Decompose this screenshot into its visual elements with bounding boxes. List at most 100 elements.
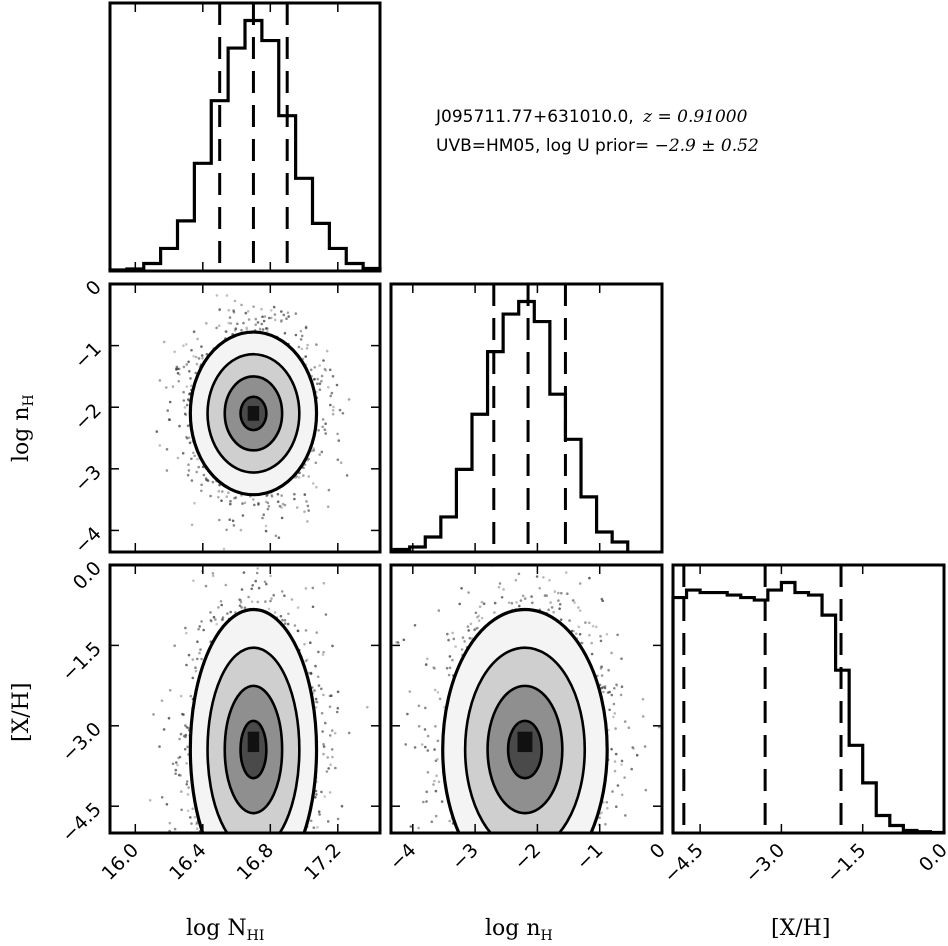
scatter-logNHI-lognH-point (247, 318, 251, 321)
scatter-logNHI-lognH-point (302, 474, 305, 477)
scatter-logNHI-XH-point (186, 745, 189, 749)
scatter-logNHI-XH-point (322, 752, 325, 756)
hist-logNHI-bar (228, 48, 245, 271)
scatter-logNHI-XH-point (239, 598, 242, 602)
scatter-logNHI-lognH-point (234, 327, 238, 331)
scatter-logNHI-lognH-point (225, 294, 229, 297)
scatter-logNHI-lognH-point (187, 469, 191, 472)
scatter-logNHI-lognH-point (234, 496, 238, 499)
scatter-logNHI-lognH-point (279, 320, 283, 323)
scatter-logNHI-XH-point (185, 726, 189, 729)
scatter-logNHI-lognH-point (324, 432, 328, 435)
scatter-logNHI-XH-point (232, 853, 235, 856)
scatter-logNHI-XH-point (237, 545, 240, 548)
scatter-logNHI-XH-point (317, 810, 321, 813)
scatter-logNHI-XH-point (281, 899, 284, 902)
scatter-logNHI-lognH-point (166, 409, 169, 412)
scatter-logNHI-XH-point (322, 743, 325, 746)
scatter-logNHI-XH-point (235, 835, 238, 838)
scatter-logNHI-XH-point (327, 767, 331, 770)
scatter-logNHI-XH-point (256, 600, 260, 604)
scatter-logNHI-XH-point (318, 813, 321, 816)
scatter-logNHI-lognH-point (329, 403, 332, 407)
scatter-logNHI-lognH-point (241, 502, 244, 505)
scatter-logNHI-XH-point (185, 631, 188, 635)
scatter-logNHI-XH-point (192, 579, 195, 582)
scatter-logNHI-lognH-point (253, 503, 256, 507)
scatter-logNHI-lognH-point (270, 309, 273, 312)
scatter-logNHI-XH-point (196, 640, 199, 643)
hist-lognH-bar (425, 537, 441, 552)
scatter-logNHI-lognH-point (341, 412, 345, 415)
hist-lognH-bar (550, 394, 566, 552)
scatter-logNHI-XH-point (331, 644, 334, 648)
scatter-logNHI-XH-point (184, 626, 187, 630)
scatter-logNHI-XH-point (260, 888, 263, 891)
scatter-logNHI-XH-point (333, 731, 337, 735)
scatter-logNHI-lognH-point (307, 475, 311, 478)
scatter-logNHI-XH-point (274, 863, 277, 866)
scatter-logNHI-lognH-point (307, 509, 311, 512)
scatter-logNHI-lognH-point (285, 317, 288, 321)
scatter-logNHI-lognH-point (297, 345, 301, 349)
scatter-logNHI-lognH-point (158, 444, 162, 447)
scatter-logNHI-lognH-point (176, 371, 180, 375)
scatter-logNHI-XH-point (328, 791, 332, 794)
scatter-logNHI-XH-point (236, 844, 239, 847)
scatter-logNHI-XH-point (239, 855, 242, 858)
scatter-logNHI-lognH-point (227, 321, 230, 325)
scatter-logNHI-XH-point (267, 837, 270, 840)
scatter-logNHI-lognH-point (188, 392, 191, 396)
scatter-logNHI-XH-point (265, 582, 268, 586)
scatter-logNHI-lognH-point (196, 337, 199, 341)
scatter-logNHI-lognH-point (270, 495, 274, 498)
scatter-logNHI-XH-point (209, 618, 213, 622)
scatter-logNHI-lognH-point (315, 343, 318, 346)
scatter-logNHI-lognH-point (195, 470, 198, 474)
hist-logNHI-bar (313, 223, 330, 271)
scatter-logNHI-lognH-point (168, 400, 172, 404)
scatter-logNHI-XH-point (266, 877, 269, 880)
scatter-logNHI-XH-point (215, 622, 218, 626)
hist-lognH-bar (519, 302, 535, 552)
scatter-logNHI-XH-point (292, 855, 295, 858)
scatter-logNHI-lognH-point (242, 321, 245, 325)
scatter-logNHI-lognH-point (261, 516, 264, 520)
scatter-logNHI-lognH-point (186, 473, 190, 477)
scatter-logNHI-lognH-point (188, 441, 192, 445)
scatter-logNHI-XH-point (200, 620, 203, 623)
scatter-logNHI-lognH-point (300, 334, 304, 338)
scatter-logNHI-XH-point (281, 838, 284, 841)
scatter-logNHI-XH-point (196, 657, 199, 661)
scatter-logNHI-lognH-point (254, 317, 258, 321)
scatter-logNHI-lognH-point (222, 547, 226, 551)
scatter-logNHI-lognH-point (276, 500, 280, 504)
scatter-logNHI-lognH-point (217, 489, 221, 493)
scatter-logNHI-XH-point (239, 600, 243, 604)
scatter-logNHI-lognH-point (283, 331, 287, 335)
scatter-logNHI-lognH-point (305, 500, 308, 503)
scatter-logNHI-lognH-point (190, 457, 193, 461)
scatter-logNHI-lognH-point (318, 382, 322, 386)
scatter-logNHI-XH-point (316, 826, 319, 829)
scatter-logNHI-lognH-point (171, 385, 175, 388)
scatter-logNHI-lognH-point (236, 322, 239, 326)
scatter-logNHI-lognH-point (294, 333, 298, 337)
scatter-logNHI-lognH-point (336, 458, 340, 462)
scatter-logNHI-XH-point (336, 817, 340, 821)
hist-lognH-bar (534, 322, 550, 552)
scatter-logNHI-lognH-point (224, 330, 228, 333)
scatter-logNHI-XH-point (195, 822, 198, 826)
scatter-logNHI-lognH-point (194, 355, 198, 359)
scatter-logNHI-lognH-point (182, 365, 186, 369)
scatter-logNHI-lognH-point (321, 418, 325, 421)
scatter-logNHI-lognH-point (315, 485, 318, 489)
scatter-logNHI-XH-point (232, 835, 235, 838)
scatter-logNHI-XH-point (309, 671, 313, 675)
scatter-logNHI-XH-point (212, 615, 216, 619)
scatter-logNHI-XH-point (257, 586, 261, 590)
hist-logNHI-bar (262, 41, 279, 271)
scatter-logNHI-lognH-point (197, 465, 200, 469)
scatter-logNHI-XH-point (328, 705, 332, 708)
scatter-logNHI-lognH-point (324, 422, 327, 426)
